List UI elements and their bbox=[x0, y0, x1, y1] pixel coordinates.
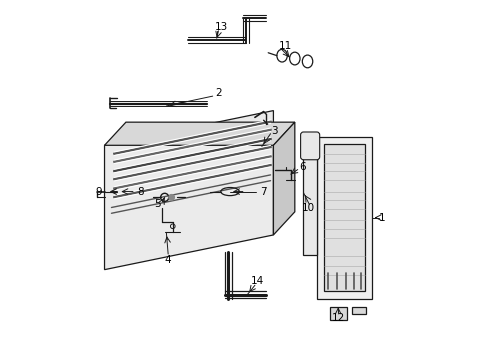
Polygon shape bbox=[104, 111, 273, 270]
Text: 3: 3 bbox=[271, 126, 277, 136]
Text: 7: 7 bbox=[259, 186, 266, 197]
Text: 10: 10 bbox=[301, 203, 314, 213]
Text: 4: 4 bbox=[164, 255, 171, 265]
FancyBboxPatch shape bbox=[300, 132, 319, 160]
Polygon shape bbox=[303, 135, 316, 255]
Text: 2: 2 bbox=[215, 88, 222, 98]
Polygon shape bbox=[323, 144, 364, 291]
Text: 6: 6 bbox=[299, 162, 305, 172]
Text: 14: 14 bbox=[250, 276, 264, 286]
Ellipse shape bbox=[168, 194, 174, 200]
Polygon shape bbox=[316, 136, 371, 298]
Polygon shape bbox=[104, 122, 294, 145]
Polygon shape bbox=[351, 307, 365, 314]
Text: 8: 8 bbox=[137, 186, 143, 197]
Text: 13: 13 bbox=[214, 22, 227, 32]
Text: 9: 9 bbox=[95, 186, 102, 197]
Polygon shape bbox=[273, 122, 294, 235]
Text: 12: 12 bbox=[331, 313, 344, 323]
Text: 11: 11 bbox=[278, 41, 291, 51]
Text: 1: 1 bbox=[378, 213, 385, 222]
Polygon shape bbox=[329, 307, 347, 320]
Text: 5: 5 bbox=[154, 199, 161, 209]
